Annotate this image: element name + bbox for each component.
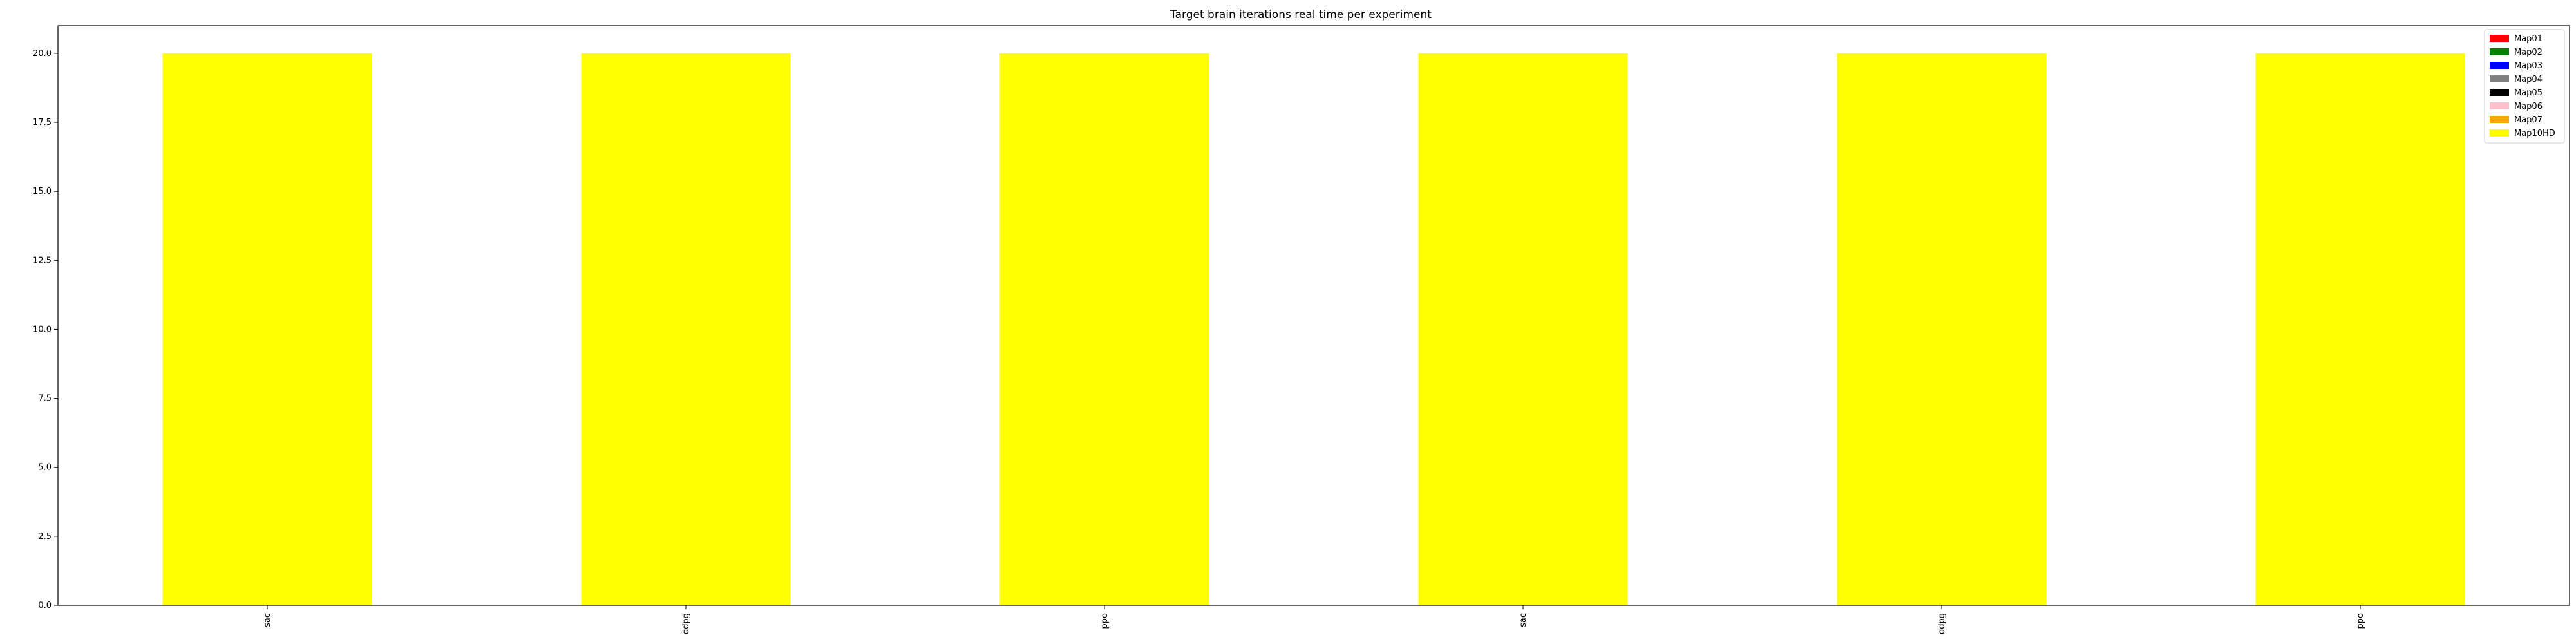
y-tick-label: 7.5: [38, 394, 52, 404]
legend-swatch: [2490, 116, 2509, 123]
y-tick-label: 2.5: [38, 532, 52, 542]
y-tick-label: 12.5: [33, 256, 52, 265]
legend-label: Map02: [2514, 48, 2543, 57]
x-tick-label: ppo: [2356, 613, 2365, 629]
bar-map10hd-3: [1418, 53, 1628, 606]
x-tick-label: sac: [1519, 613, 1528, 627]
x-tick-label: sac: [263, 613, 272, 627]
bar-map10hd-4: [1837, 53, 2047, 606]
legend-label: Map10HD: [2514, 129, 2555, 138]
legend-label: Map06: [2514, 102, 2543, 111]
y-tick-label: 5.0: [38, 463, 52, 473]
bars-layer: [162, 53, 2465, 606]
legend-swatch: [2490, 48, 2509, 55]
y-tick-label: 0.0: [38, 601, 52, 611]
y-tick-label: 17.5: [33, 118, 52, 128]
legend-swatch: [2490, 129, 2509, 137]
y-tick-label: 10.0: [33, 325, 52, 334]
legend-label: Map05: [2514, 88, 2543, 98]
legend-label: Map04: [2514, 75, 2543, 84]
legend-label: Map03: [2514, 61, 2543, 71]
legend: Map01 Map02 Map03 Map04 Map05 Map06 Map07 Map10…: [2484, 29, 2565, 144]
bar-map10hd-1: [581, 53, 791, 606]
legend-swatch: [2490, 62, 2509, 69]
y-tick-label: 15.0: [33, 187, 52, 196]
legend-label: Map01: [2514, 34, 2543, 44]
y-axis: 0.0 2.5 5.0 7.5 10.0 12.5 15.0 17.5 20.0: [33, 49, 58, 611]
chart-title: Target brain iterations real time per ex…: [1170, 8, 1432, 21]
x-tick-label: ddpg: [1937, 613, 1947, 634]
legend-swatch: [2490, 35, 2509, 42]
legend-swatch: [2490, 89, 2509, 96]
bar-map10hd-2: [999, 53, 1209, 606]
legend-swatch: [2490, 75, 2509, 82]
legend-swatch: [2490, 102, 2509, 109]
x-axis: sac ddpg ppo sac ddpg ppo: [263, 605, 2365, 634]
y-tick-label: 20.0: [33, 49, 52, 59]
legend-label: Map07: [2514, 115, 2543, 125]
plot-frame: [57, 25, 2570, 606]
bar-map10hd-5: [2255, 53, 2465, 606]
x-tick-label: ddpg: [681, 613, 691, 634]
x-tick-label: ppo: [1100, 613, 1110, 629]
legend-box: [2484, 29, 2565, 144]
bar-map10hd-0: [162, 53, 372, 606]
